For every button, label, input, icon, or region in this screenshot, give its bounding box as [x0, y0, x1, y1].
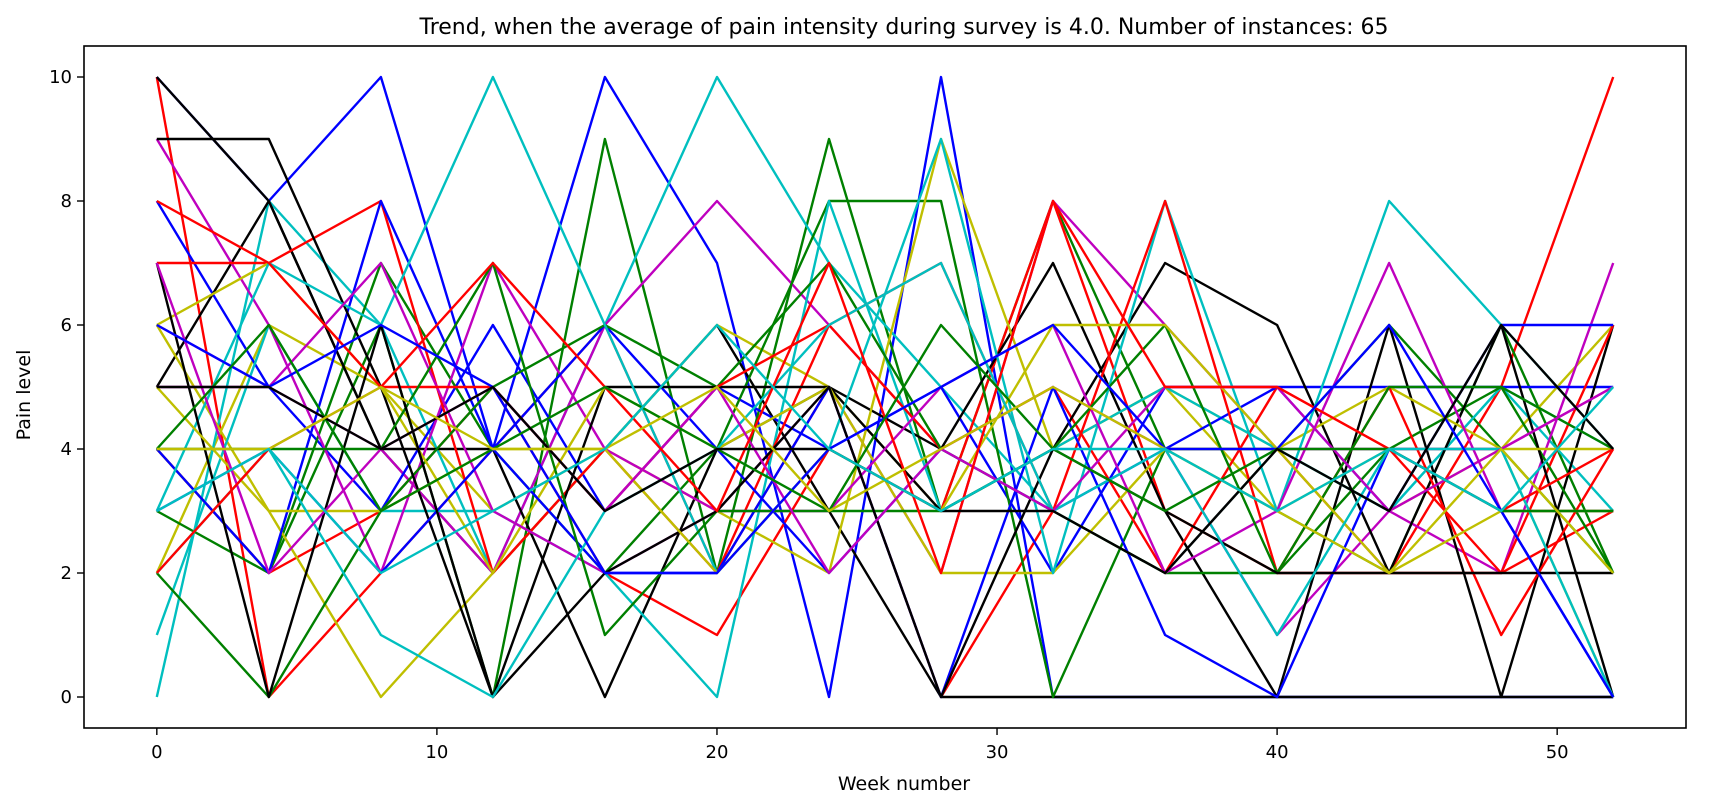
x-tick-label: 10 — [425, 742, 448, 763]
y-tick-label: 0 — [61, 687, 72, 708]
series-layer — [155, 75, 1615, 699]
x-axis-label: Week number — [838, 773, 970, 795]
y-tick-label: 8 — [61, 191, 72, 212]
series-line-17 — [155, 261, 1615, 699]
x-tick-label: 20 — [706, 742, 729, 763]
y-tick-label: 4 — [61, 439, 72, 460]
y-axis-ticks: 0 2 4 6 8 10 — [49, 67, 84, 708]
series-line-21 — [156, 261, 1614, 575]
x-tick-label: 50 — [1546, 742, 1569, 763]
chart-title: Trend, when the average of pain intensit… — [419, 15, 1389, 40]
y-tick-label: 2 — [61, 563, 72, 584]
y-tick-label: 10 — [49, 67, 72, 88]
series-line-25 — [155, 262, 1614, 699]
x-tick-label: 0 — [151, 742, 162, 763]
series-line-34 — [156, 323, 1615, 575]
plot-frame — [83, 45, 1687, 729]
x-axis-ticks: 0 10 20 30 40 50 — [151, 728, 1569, 763]
x-tick-label: 40 — [1266, 742, 1289, 763]
y-axis-label: Pain level — [13, 350, 35, 441]
y-tick-label: 6 — [61, 315, 72, 336]
x-tick-label: 30 — [986, 742, 1009, 763]
series-line-31 — [155, 323, 1614, 513]
series-line-27 — [155, 261, 1615, 699]
